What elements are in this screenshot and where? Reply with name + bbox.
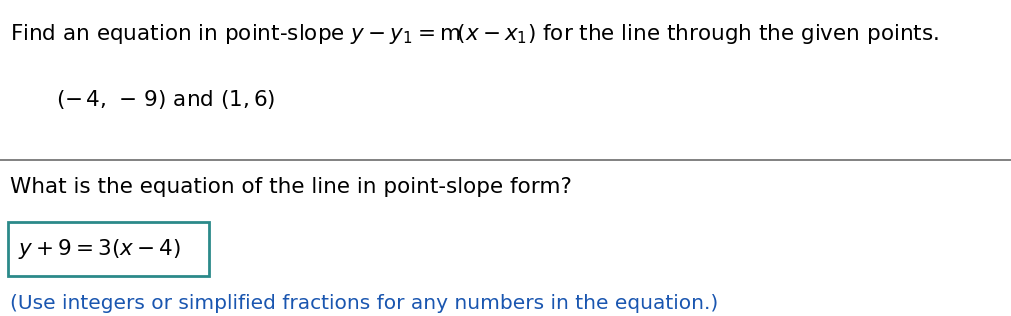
FancyBboxPatch shape — [8, 222, 209, 276]
Text: (Use integers or simplified fractions for any numbers in the equation.): (Use integers or simplified fractions fo… — [10, 294, 719, 313]
Text: $(-\,4,\, -\,9)$ and $(1,6)$: $(-\,4,\, -\,9)$ and $(1,6)$ — [56, 88, 275, 112]
Text: $y + 9 = 3(x - 4)$: $y + 9 = 3(x - 4)$ — [18, 237, 181, 261]
Text: Find an equation in point-slope $y - y_{1} = \mathrm{m}\!\left(x - x_{1}\right)$: Find an equation in point-slope $y - y_{… — [10, 22, 939, 46]
Text: What is the equation of the line in point-slope form?: What is the equation of the line in poin… — [10, 177, 572, 197]
